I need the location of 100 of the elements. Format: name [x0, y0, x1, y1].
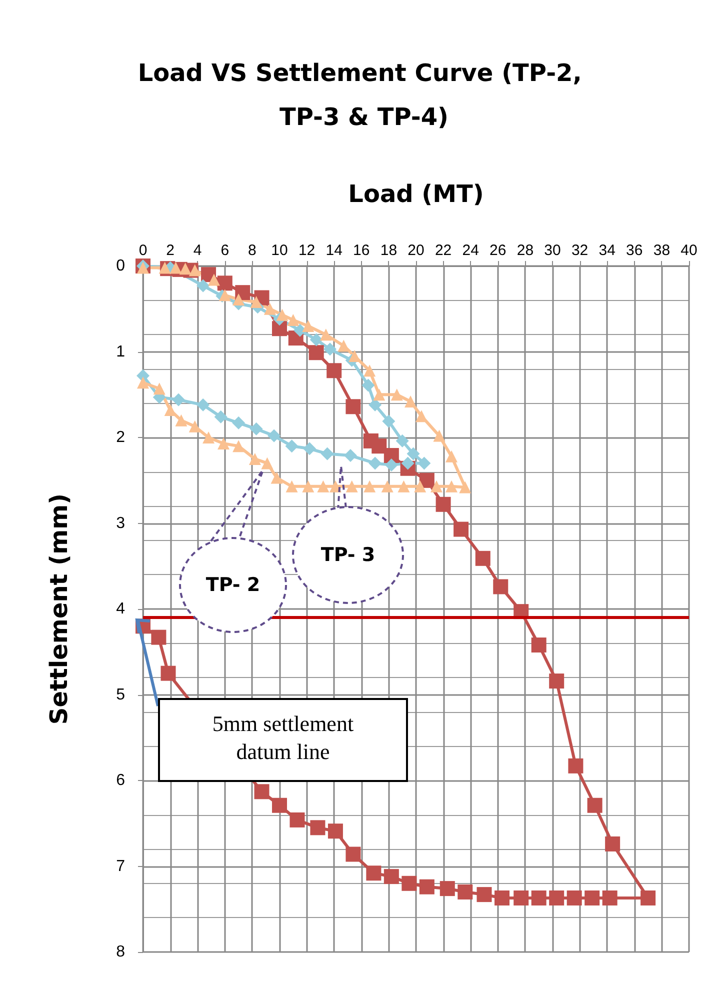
point: [254, 784, 270, 800]
point: [287, 314, 300, 326]
point: [196, 279, 210, 292]
point: [196, 398, 210, 412]
point: [406, 447, 420, 460]
point: [172, 393, 185, 406]
point: [459, 481, 472, 494]
point: [188, 420, 201, 432]
annotation: TP- 2: [204, 573, 262, 597]
point: [346, 399, 361, 414]
annotation: TP- 3: [320, 543, 376, 567]
point: [276, 308, 288, 321]
point: [531, 890, 546, 906]
point: [401, 456, 414, 470]
point: [202, 432, 215, 444]
point: [419, 472, 434, 488]
y-tick-label: 6: [116, 772, 126, 789]
x-axis-title: Load (MT): [348, 180, 484, 208]
point: [272, 321, 287, 336]
point: [137, 376, 149, 389]
point: [218, 438, 230, 450]
point: [320, 447, 334, 460]
point: [445, 450, 458, 462]
point: [566, 890, 582, 906]
point: [418, 456, 431, 470]
point: [264, 302, 276, 315]
point: [158, 262, 171, 274]
point: [366, 866, 382, 881]
point: [384, 458, 398, 472]
point: [568, 758, 584, 774]
chart-title: Load VS Settlement Curve (TP-2, TP-3 & TP-4): [138, 59, 590, 131]
point: [285, 440, 298, 453]
x-tick-label: 18: [380, 242, 398, 259]
x-tick-label: 20: [408, 242, 424, 259]
point: [346, 480, 358, 492]
point: [445, 480, 458, 492]
point: [268, 429, 281, 442]
point: [329, 480, 342, 492]
point: [151, 630, 166, 645]
point: [324, 342, 337, 356]
point: [390, 388, 403, 401]
point: [436, 496, 451, 512]
point: [368, 456, 382, 470]
point: [286, 480, 298, 492]
point: [373, 388, 386, 401]
point: [494, 890, 510, 906]
point: [458, 884, 473, 900]
x-tick-label: 24: [462, 242, 479, 259]
point: [232, 293, 245, 306]
x-tick-label: 8: [248, 242, 256, 259]
point: [384, 869, 399, 884]
x-tick-label: 16: [353, 242, 370, 259]
point: [402, 876, 417, 891]
x-tick-label: 28: [516, 242, 534, 259]
y-tick-label: 1: [116, 343, 126, 360]
x-tick-label: 38: [653, 242, 670, 259]
point: [430, 480, 442, 492]
point: [188, 264, 201, 276]
point: [217, 276, 232, 291]
y-tick-label: 2: [116, 429, 126, 446]
point: [587, 798, 602, 813]
point: [398, 480, 410, 492]
y-tick-label: 3: [116, 514, 126, 532]
x-tick-label: 34: [598, 242, 616, 259]
x-tick-label: 6: [220, 242, 230, 259]
point: [179, 262, 192, 275]
point: [250, 296, 262, 308]
point: [232, 440, 245, 452]
point: [302, 480, 314, 492]
point: [584, 890, 600, 906]
point: [303, 442, 316, 456]
point: [346, 846, 361, 862]
x-tick-label: 30: [544, 242, 561, 259]
y-tick-label: 8: [116, 944, 126, 960]
point: [476, 887, 492, 902]
point: [302, 320, 314, 332]
point: [419, 879, 434, 894]
point: [218, 289, 231, 302]
x-tick-label: 40: [680, 242, 698, 259]
point: [344, 449, 357, 462]
point: [310, 333, 323, 346]
point: [493, 579, 508, 594]
point: [270, 472, 283, 484]
x-tick-label: 10: [271, 242, 288, 259]
y-tick-label: 4: [116, 600, 126, 618]
point: [170, 262, 182, 274]
point: [310, 820, 326, 836]
x-tick-label: 22: [434, 242, 452, 259]
point: [414, 480, 426, 492]
point: [440, 881, 455, 896]
point: [248, 452, 261, 465]
point: [326, 363, 342, 378]
point: [475, 550, 490, 566]
x-tick-label: 32: [571, 242, 588, 259]
point: [364, 480, 376, 492]
point: [514, 890, 529, 906]
point: [308, 345, 324, 360]
point: [396, 434, 409, 448]
point: [433, 430, 446, 442]
point: [602, 890, 618, 906]
